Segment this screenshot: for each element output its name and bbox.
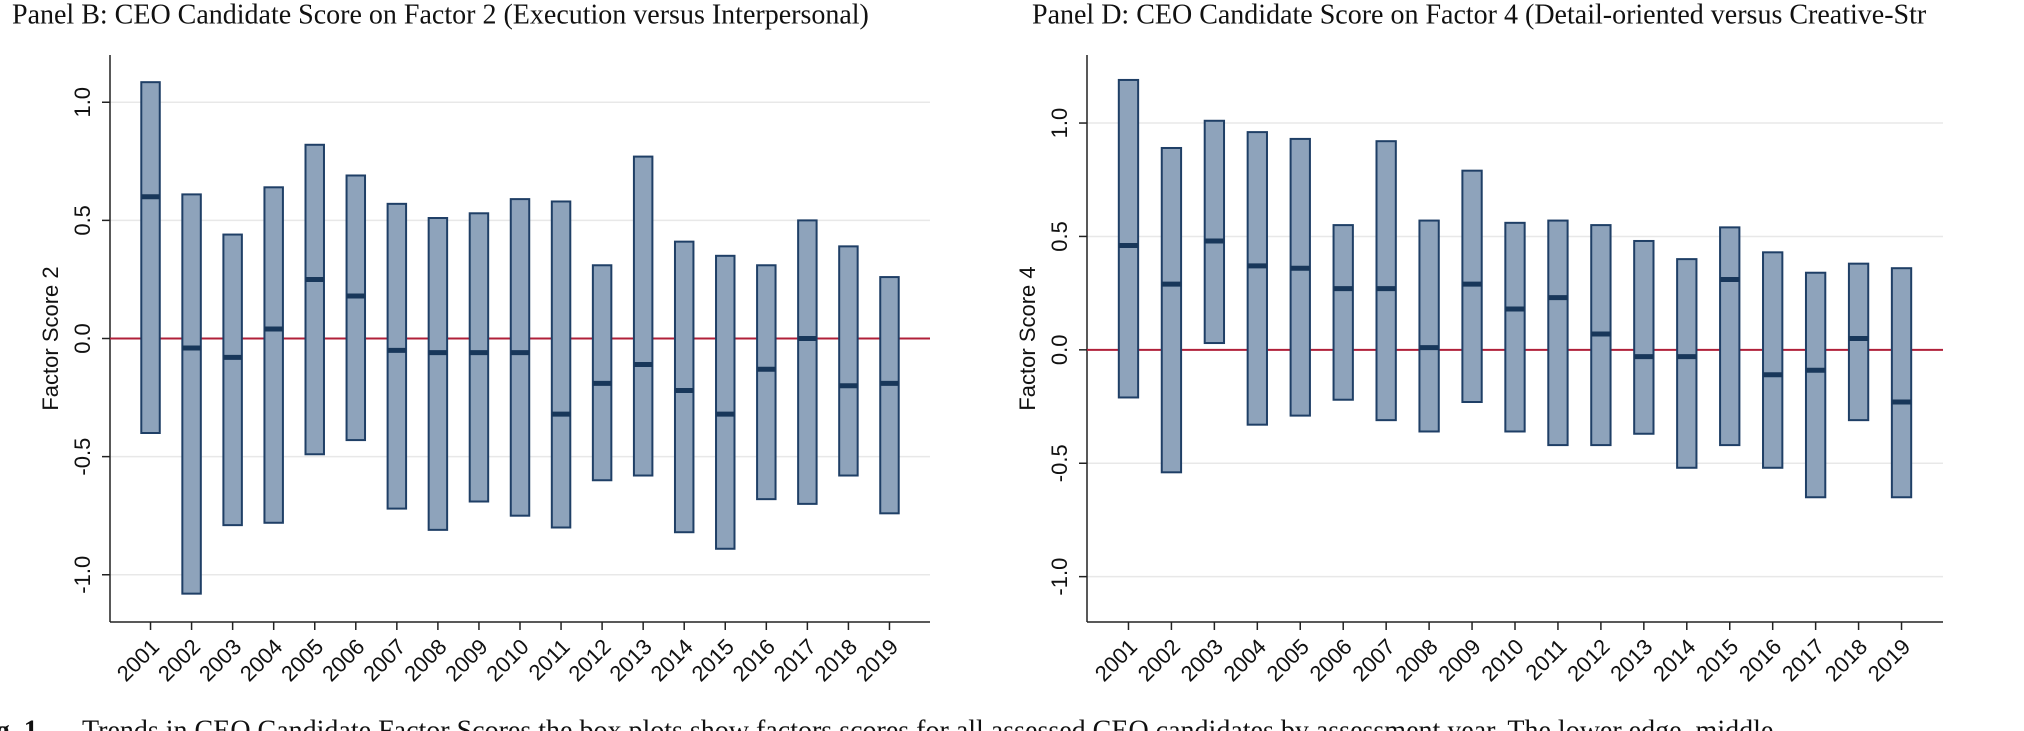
range-bar bbox=[468, 212, 490, 503]
x-tick-label: 2001 bbox=[112, 634, 164, 686]
y-tick-label: 0.5 bbox=[70, 205, 95, 236]
caption-text: Trends in CEO Candidate Factor Scores th… bbox=[82, 715, 1773, 731]
range-bar bbox=[427, 217, 449, 531]
x-tick-label: 2004 bbox=[235, 634, 287, 686]
x-tick-label: 2007 bbox=[358, 634, 410, 686]
range-bar bbox=[1418, 219, 1440, 433]
range-bar bbox=[140, 81, 161, 434]
range-bar bbox=[1676, 258, 1698, 469]
x-tick-label: 2012 bbox=[1562, 634, 1614, 686]
y-tick-label: 0.5 bbox=[1047, 221, 1072, 252]
x-tick-label: 2003 bbox=[1176, 634, 1228, 686]
x-tick-label: 2005 bbox=[1262, 634, 1314, 686]
range-bar bbox=[1375, 140, 1397, 422]
range-bar bbox=[1847, 262, 1870, 422]
range-bar bbox=[879, 276, 900, 515]
range-bar bbox=[263, 186, 284, 524]
range-bar bbox=[632, 155, 654, 477]
range-bar bbox=[1203, 119, 1226, 345]
x-tick-label: 2013 bbox=[1605, 634, 1657, 686]
x-tick-label: 2007 bbox=[1348, 634, 1400, 686]
range-bar bbox=[591, 264, 613, 482]
x-tick-label: 2015 bbox=[1691, 634, 1743, 686]
range-bar bbox=[1719, 226, 1741, 447]
range-bar bbox=[756, 264, 777, 501]
y-tick-label: 1.0 bbox=[70, 87, 95, 118]
range-bar bbox=[797, 219, 818, 505]
y-tick-label: -0.5 bbox=[1047, 444, 1072, 482]
range-bar bbox=[1117, 78, 1140, 399]
y-tick-label: -1.0 bbox=[70, 556, 95, 594]
x-tick-label: 2010 bbox=[481, 634, 533, 686]
range-bar bbox=[222, 233, 243, 527]
range-bar bbox=[1804, 271, 1827, 499]
range-bar bbox=[345, 174, 367, 442]
range-bar bbox=[1160, 146, 1183, 474]
x-tick-label: 2006 bbox=[317, 634, 369, 686]
x-tick-label: 2011 bbox=[524, 634, 575, 685]
x-tick-label: 2012 bbox=[563, 634, 615, 686]
x-tick-label: 2019 bbox=[851, 634, 903, 686]
range-bar bbox=[386, 202, 408, 510]
y-tick-label: 1.0 bbox=[1047, 108, 1072, 139]
x-tick-label: 2017 bbox=[1777, 634, 1829, 686]
x-tick-label: 2010 bbox=[1476, 634, 1528, 686]
x-tick-label: 2003 bbox=[194, 634, 246, 686]
x-tick-label: 2001 bbox=[1090, 634, 1142, 686]
x-tick-label: 2015 bbox=[687, 634, 739, 686]
range-bar bbox=[1246, 131, 1268, 426]
range-bar bbox=[1289, 137, 1311, 417]
range-bar bbox=[1633, 239, 1655, 435]
x-tick-label: 2016 bbox=[1734, 634, 1786, 686]
range-bar bbox=[1890, 267, 1913, 499]
range-bar bbox=[181, 193, 202, 595]
range-bar bbox=[1332, 224, 1354, 401]
x-tick-label: 2008 bbox=[399, 634, 451, 686]
y-tick-label: 0.0 bbox=[1047, 335, 1072, 366]
x-tick-label: 2017 bbox=[769, 634, 821, 686]
x-tick-label: 2008 bbox=[1390, 634, 1442, 686]
range-bar bbox=[304, 143, 325, 456]
x-tick-label: 2002 bbox=[1133, 634, 1185, 686]
chart-title: Panel D: CEO Candidate Score on Factor 4… bbox=[1032, 0, 1927, 30]
x-tick-label: 2018 bbox=[1820, 634, 1872, 686]
x-tick-label: 2014 bbox=[646, 634, 698, 686]
range-bar bbox=[509, 198, 531, 517]
x-tick-label: 2002 bbox=[153, 634, 205, 686]
x-tick-label: 2014 bbox=[1648, 634, 1700, 686]
x-tick-label: 2006 bbox=[1305, 634, 1357, 686]
range-bar bbox=[550, 200, 572, 529]
range-bar bbox=[715, 254, 736, 550]
y-tick-label: -1.0 bbox=[1047, 558, 1072, 596]
y-tick-label: -0.5 bbox=[70, 438, 95, 476]
x-tick-label: 2009 bbox=[440, 634, 492, 686]
x-tick-label: 2011 bbox=[1520, 634, 1571, 685]
range-bar bbox=[673, 240, 695, 534]
chart-title: Panel B: CEO Candidate Score on Factor 2… bbox=[12, 0, 869, 30]
x-tick-label: 2019 bbox=[1863, 634, 1915, 686]
x-tick-label: 2009 bbox=[1433, 634, 1485, 686]
range-bar bbox=[1547, 219, 1569, 447]
range-bar bbox=[1504, 221, 1526, 433]
y-axis-label: Factor Score 2 bbox=[38, 266, 63, 410]
y-tick-label: 0.0 bbox=[70, 323, 95, 354]
y-axis-label: Factor Score 4 bbox=[1015, 266, 1040, 410]
range-bar bbox=[838, 245, 859, 477]
x-tick-label: 2004 bbox=[1219, 634, 1271, 686]
x-tick-label: 2018 bbox=[810, 634, 862, 686]
x-tick-label: 2013 bbox=[605, 634, 657, 686]
caption-label: ig. 1. bbox=[0, 715, 45, 731]
range-bar bbox=[1762, 251, 1784, 469]
x-tick-label: 2005 bbox=[276, 634, 328, 686]
x-tick-label: 2016 bbox=[728, 634, 780, 686]
